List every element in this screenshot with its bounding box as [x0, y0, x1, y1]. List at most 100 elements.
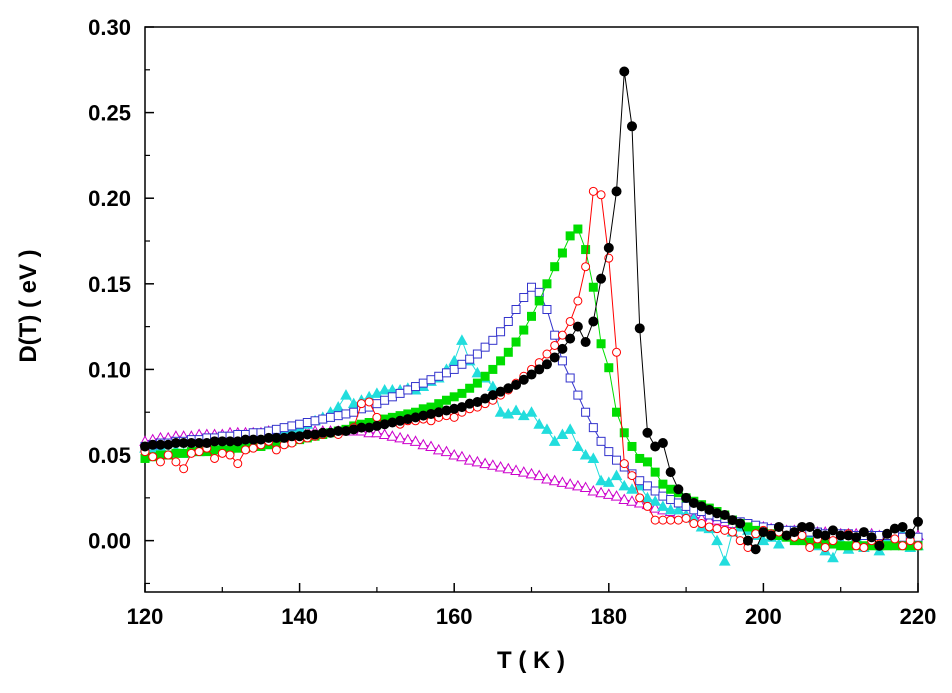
data-point — [271, 424, 281, 434]
data-point — [148, 452, 158, 462]
data-point — [526, 369, 537, 380]
data-point — [766, 530, 777, 541]
data-point — [618, 493, 631, 505]
data-point — [556, 428, 569, 439]
data-point — [602, 476, 615, 487]
data-point — [517, 409, 530, 421]
data-point — [565, 231, 575, 241]
x-axis-title: T ( K ) — [497, 647, 565, 674]
data-point — [510, 404, 522, 416]
data-point — [635, 453, 645, 463]
data-point — [542, 279, 552, 289]
data-point — [897, 521, 908, 532]
data-point — [820, 530, 831, 541]
data-point — [580, 337, 591, 348]
data-point — [626, 495, 638, 506]
data-point — [596, 339, 606, 349]
data-point — [502, 462, 515, 474]
data-point — [827, 551, 839, 563]
data-point — [440, 445, 453, 457]
data-point — [380, 395, 390, 405]
data-point — [210, 453, 220, 463]
data-point — [179, 448, 189, 458]
data-point — [843, 541, 853, 551]
data-point — [581, 262, 591, 272]
data-point — [689, 519, 699, 529]
data-point — [657, 500, 669, 511]
data-point — [194, 447, 204, 457]
data-point — [541, 423, 553, 434]
data-point — [588, 282, 598, 292]
data-point — [657, 438, 668, 449]
data-point — [525, 406, 538, 417]
data-point — [573, 390, 583, 400]
data-point — [913, 516, 923, 527]
data-point — [372, 399, 382, 409]
data-point — [471, 455, 484, 467]
data-point — [364, 397, 374, 407]
data-point — [573, 224, 583, 234]
data-point — [302, 418, 312, 427]
data-point — [573, 296, 583, 306]
data-point — [564, 423, 576, 434]
data-point — [635, 493, 645, 503]
data-point — [650, 467, 660, 477]
data-point — [349, 407, 359, 417]
data-point — [225, 450, 235, 460]
data-point — [611, 186, 622, 197]
data-point — [488, 364, 498, 374]
data-point — [527, 282, 536, 292]
data-point — [457, 388, 467, 398]
data-point — [502, 407, 515, 419]
data-point — [434, 399, 444, 409]
data-point — [650, 515, 660, 525]
data-point — [773, 538, 785, 549]
data-point — [371, 426, 383, 438]
data-point — [511, 337, 521, 347]
data-point — [549, 352, 560, 363]
data-point — [805, 542, 815, 552]
data-point — [534, 364, 545, 375]
data-point — [425, 440, 437, 451]
data-point — [595, 486, 607, 498]
data-point — [587, 484, 600, 496]
data-point — [604, 363, 614, 373]
data-point — [697, 519, 707, 529]
data-point — [757, 534, 770, 546]
data-point — [341, 409, 351, 419]
data-point — [378, 383, 391, 395]
data-point — [581, 407, 591, 417]
data-point — [155, 457, 165, 467]
data-point — [557, 248, 567, 258]
data-point — [511, 305, 521, 314]
data-point — [649, 495, 662, 506]
data-point — [163, 450, 173, 460]
data-point — [356, 399, 366, 409]
data-point — [581, 245, 591, 255]
data-point — [527, 311, 536, 321]
data-point — [635, 476, 645, 486]
data-point — [310, 416, 320, 426]
data-point — [179, 464, 189, 474]
data-point — [472, 349, 482, 359]
data-point — [727, 527, 737, 537]
x-tick-label: 140 — [281, 604, 318, 629]
data-point — [588, 423, 598, 433]
data-point — [836, 541, 846, 551]
data-point — [210, 445, 220, 455]
data-point — [480, 371, 490, 381]
x-tick-label: 180 — [590, 604, 627, 629]
data-point — [596, 190, 606, 200]
data-point — [673, 484, 684, 495]
data-point — [572, 321, 583, 332]
y-axis-title: D(T) ( eV ) — [15, 249, 42, 362]
data-point — [418, 378, 428, 388]
data-point — [233, 459, 243, 469]
data-point — [557, 356, 567, 366]
data-point — [411, 382, 421, 392]
data-point — [612, 407, 622, 417]
data-point — [372, 412, 382, 422]
data-point — [456, 450, 468, 462]
data-point — [612, 455, 622, 465]
